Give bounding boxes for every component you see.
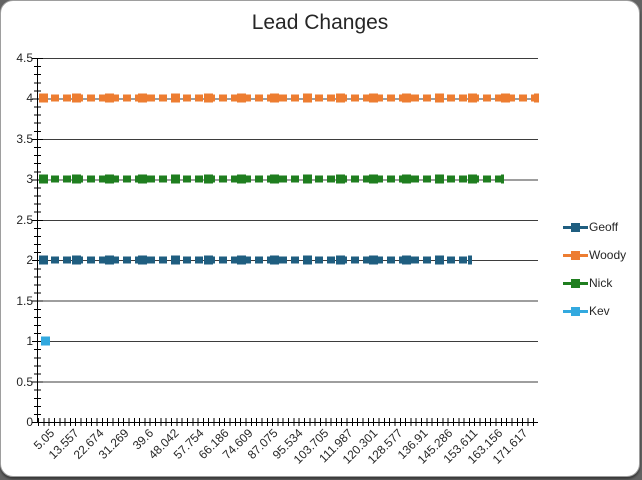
legend-label: Geoff: [589, 220, 619, 234]
y-axis-tick-label: 2: [26, 253, 33, 267]
y-axis-tick-label: 2.5: [16, 213, 33, 227]
series-point-kev: [41, 336, 50, 346]
y-axis-tick-label: 3.5: [16, 132, 33, 146]
series-line-geoff: [39, 255, 472, 265]
legend-swatch-icon: [563, 278, 588, 288]
legend-item-kev: Kev: [563, 297, 641, 325]
y-axis-major-ticks: [32, 58, 43, 423]
legend-swatch-icon: [563, 250, 588, 260]
y-axis-tick-label: 1: [26, 334, 33, 348]
chart-title: Lead Changes: [251, 11, 389, 34]
plot-area: [32, 58, 539, 426]
legend-swatch-icon: [563, 222, 588, 232]
legend-label: Nick: [589, 276, 613, 290]
legend-label: Woody: [589, 248, 627, 262]
x-axis-labels: 5.05 13.557 22.674 31.269 39.6 48.042 57…: [30, 426, 557, 478]
legend-swatch-icon: [563, 306, 588, 316]
y-axis-tick-label: 1.5: [16, 294, 33, 308]
legend-item-geoff: Geoff: [563, 213, 641, 241]
y-axis-tick-label: 0.5: [16, 375, 33, 389]
chart-legend: Geoff Woody Nick Kev: [563, 213, 641, 325]
legend-item-woody: Woody: [563, 241, 641, 269]
legend-item-nick: Nick: [563, 269, 641, 297]
y-axis-tick-label: 0: [26, 415, 33, 429]
y-axis-tick-label: 3: [26, 172, 33, 186]
series-line-woody: [39, 93, 539, 103]
y-axis-tick-label: 4: [26, 91, 33, 105]
legend-label: Kev: [589, 304, 610, 318]
x-axis-ticks: [38, 418, 538, 426]
y-axis-tick-label: 4.5: [16, 51, 33, 65]
series-line-nick: [39, 174, 504, 184]
